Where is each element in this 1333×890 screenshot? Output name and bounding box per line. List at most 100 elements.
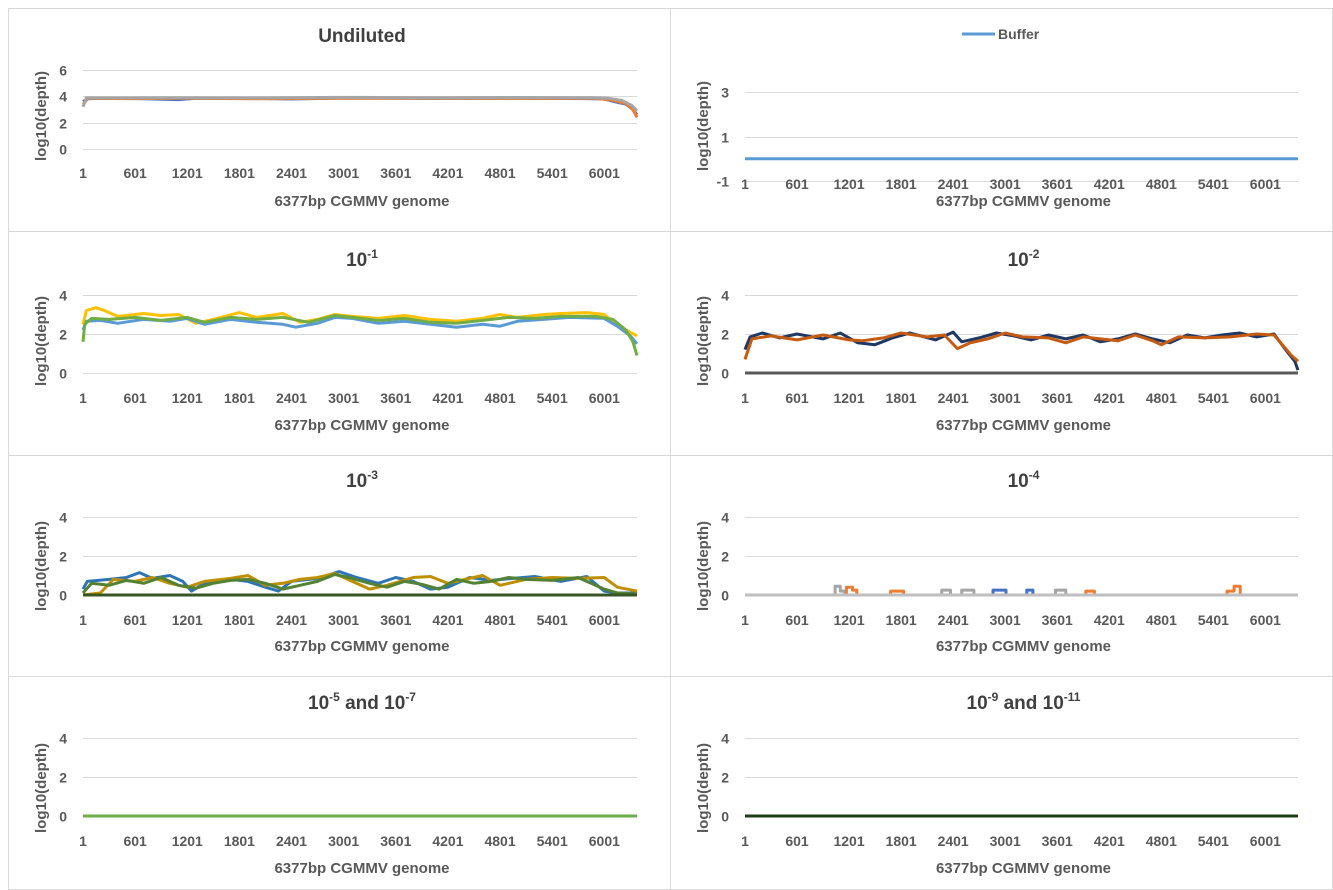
chart-title: 10-9 and 10-11 (967, 690, 1081, 714)
x-tick-label: 1801 (224, 833, 255, 849)
x-tick-label: 1 (79, 390, 87, 406)
x-tick-label: 1 (79, 833, 87, 849)
x-tick-label: 3001 (328, 165, 359, 181)
y-tick-label: -1 (717, 174, 730, 190)
y-tick-label: 4 (59, 731, 67, 747)
y-tick-label: 0 (59, 588, 67, 604)
x-tick-label: 1201 (833, 390, 864, 406)
x-tick-label: 4201 (432, 165, 463, 181)
x-tick-label: 3601 (380, 165, 411, 181)
y-axis-label: log10(depth) (33, 71, 50, 161)
x-tick-label: 4201 (1094, 612, 1125, 628)
x-tick-label: 3601 (1042, 833, 1073, 849)
x-tick-label: 1201 (172, 390, 203, 406)
series-line-1 (743, 330, 1300, 371)
y-tick-label: 3 (721, 85, 729, 101)
x-tick-label: 6001 (1250, 390, 1281, 406)
y-tick-label: 4 (59, 288, 67, 304)
x-tick-label: 601 (785, 176, 809, 192)
x-tick-label: 4801 (484, 833, 515, 849)
x-tick-label: 1 (741, 612, 749, 628)
x-tick-label: 601 (785, 833, 809, 849)
y-tick-label: 4 (59, 510, 67, 526)
x-tick-label: 1801 (886, 390, 917, 406)
y-tick-label: 2 (721, 549, 729, 565)
x-tick-label: 1801 (886, 612, 917, 628)
y-tick-label: 2 (721, 770, 729, 786)
y-tick-label: 0 (721, 366, 729, 382)
x-tick-label: 3001 (328, 612, 359, 628)
chart-panel-4: 0 2 4 1 601 1201 1801 2401 3001 3601 4201 4801 5401 6… (695, 247, 1300, 434)
x-tick-label: 3601 (1042, 612, 1073, 628)
x-tick-label: 4801 (484, 390, 515, 406)
chart-title: 10-1 (346, 247, 378, 271)
x-tick-label: 4201 (1094, 390, 1125, 406)
y-axis-label: log10(depth) (695, 296, 712, 386)
chart-panel-1: 0 2 4 6 1 601 1201 1801 2401 3001 3601 4201 4801 5401… (33, 26, 639, 210)
x-axis-label: 6377bp CGMMV genome (274, 193, 449, 210)
x-tick-label: 2401 (276, 165, 307, 181)
x-axis-label: 6377bp CGMMV genome (936, 193, 1111, 210)
chart-panel-7: 0 2 4 1 601 1201 1801 2401 3001 3601 4201 4801 5401 6… (33, 690, 637, 877)
x-tick-label: 1801 (224, 165, 255, 181)
y-tick-label: 0 (59, 142, 67, 158)
x-tick-label: 6001 (1250, 612, 1281, 628)
x-tick-label: 3001 (328, 833, 359, 849)
x-tick-label: 4201 (432, 833, 463, 849)
y-axis-label: log10(depth) (33, 743, 50, 833)
x-axis-label: 6377bp CGMMV genome (274, 417, 449, 434)
panel-borders (8, 8, 1333, 890)
x-tick-label: 6001 (589, 612, 620, 628)
x-tick-label: 5401 (1198, 612, 1229, 628)
x-tick-label: 601 (123, 612, 147, 628)
x-tick-label: 1201 (833, 612, 864, 628)
x-tick-label: 1201 (172, 165, 203, 181)
x-tick-label: 5401 (1198, 176, 1229, 192)
y-tick-label: 0 (721, 588, 729, 604)
y-tick-label: 2 (59, 116, 67, 132)
y-tick-label: 0 (59, 366, 67, 382)
x-tick-label: 1801 (224, 390, 255, 406)
chart-title: 10-2 (1008, 247, 1040, 271)
x-axis-label: 6377bp CGMMV genome (274, 638, 449, 655)
chart-title: 10-5 and 10-7 (308, 690, 416, 714)
x-axis-label: 6377bp CGMMV genome (936, 417, 1111, 434)
y-tick-label: 1 (721, 130, 729, 146)
x-tick-label: 4801 (1146, 176, 1177, 192)
x-tick-label: 2401 (276, 390, 307, 406)
x-tick-label: 2401 (938, 612, 969, 628)
x-tick-label: 3601 (380, 833, 411, 849)
x-tick-label: 5401 (537, 165, 568, 181)
y-tick-label: 2 (721, 327, 729, 343)
chart-panel-5: 0 2 4 1 601 1201 1801 2401 3001 3601 4201 4801 5401 6… (33, 468, 638, 655)
x-tick-label: 5401 (537, 390, 568, 406)
series-line-3 (81, 573, 638, 596)
series-line-2 (81, 315, 639, 345)
x-tick-label: 1 (79, 165, 87, 181)
x-tick-label: 1201 (833, 176, 864, 192)
x-tick-label: 6001 (589, 390, 620, 406)
x-tick-label: 3001 (990, 176, 1021, 192)
y-tick-label: 4 (721, 731, 729, 747)
x-tick-label: 1 (79, 612, 87, 628)
x-tick-label: 4201 (432, 390, 463, 406)
series-line-1 (745, 584, 1298, 597)
chart-title: Undiluted (318, 26, 406, 47)
y-tick-label: 2 (59, 770, 67, 786)
x-tick-label: 6001 (589, 165, 620, 181)
x-axis-label: 6377bp CGMMV genome (936, 638, 1111, 655)
chart-panel-2: -1 1 3 1 601 1201 1801 2401 3001 3601 4201 4801 5401… (695, 26, 1298, 210)
chart-title: 10-4 (1008, 468, 1040, 492)
x-tick-label: 4801 (1146, 833, 1177, 849)
x-tick-label: 601 (123, 833, 147, 849)
x-tick-label: 5401 (1198, 390, 1229, 406)
x-tick-label: 1801 (224, 612, 255, 628)
x-tick-label: 4201 (1094, 176, 1125, 192)
x-tick-label: 2401 (938, 176, 969, 192)
x-tick-label: 3601 (1042, 390, 1073, 406)
legend-entry: Buffer (962, 26, 1040, 42)
y-tick-label: 0 (721, 809, 729, 825)
x-tick-label: 3001 (990, 390, 1021, 406)
x-tick-label: 2401 (276, 833, 307, 849)
